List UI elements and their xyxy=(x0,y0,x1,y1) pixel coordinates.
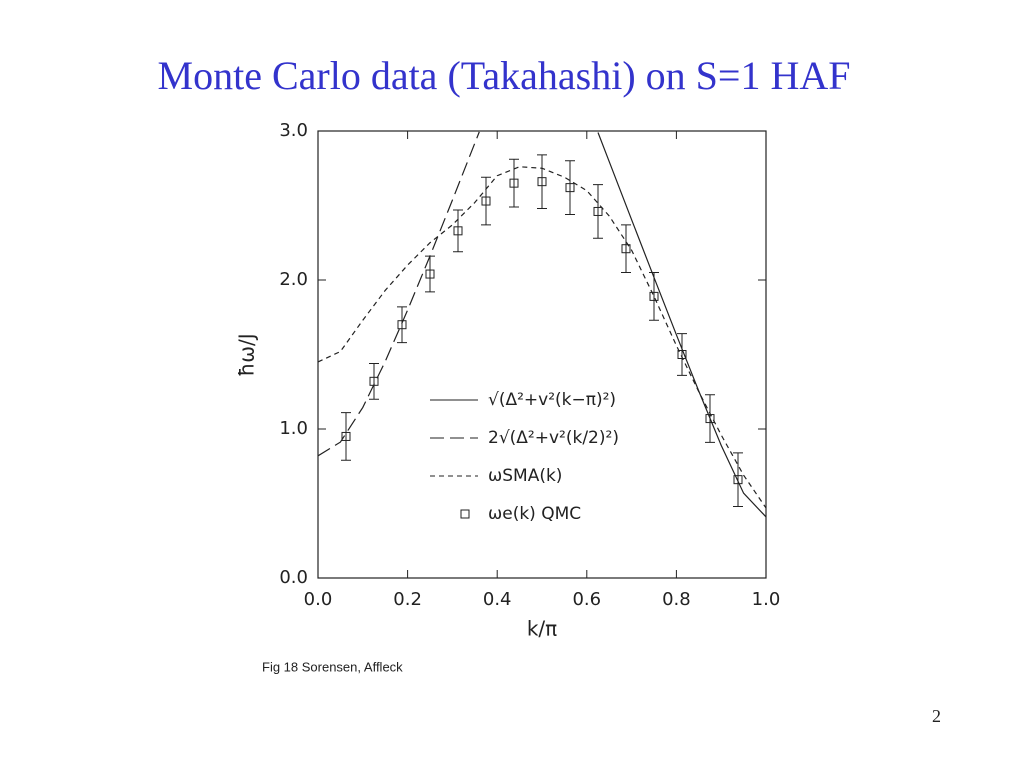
legend-label: 2√(Δ²+v²(k/2)²) xyxy=(488,428,619,448)
legend-marker xyxy=(460,509,470,519)
x-axis-label: k/π xyxy=(527,617,557,641)
data-point xyxy=(733,475,743,485)
curve xyxy=(318,131,480,457)
error-bar xyxy=(481,176,491,226)
legend-label: √(Δ²+v²(k−π)²) xyxy=(488,390,616,410)
x-tick-label: 0.2 xyxy=(393,589,422,610)
error-bar xyxy=(593,184,603,239)
y-axis-label: ħω/J xyxy=(235,333,259,376)
plot-frame xyxy=(317,130,767,579)
data-point xyxy=(537,177,547,187)
x-tick-label: 1.0 xyxy=(752,589,781,610)
data-point xyxy=(705,414,715,424)
error-bar xyxy=(509,158,519,208)
data-point xyxy=(341,431,351,441)
error-bar xyxy=(397,306,407,344)
legend-label: ωSMA(k) xyxy=(488,466,562,486)
y-tick-label: 1.0 xyxy=(279,418,308,439)
data-point xyxy=(621,244,631,254)
error-bar xyxy=(565,160,575,215)
data-point xyxy=(369,376,379,386)
error-bar xyxy=(649,272,659,321)
data-point xyxy=(397,320,407,330)
error-bar xyxy=(733,452,743,507)
x-tick-label: 0.4 xyxy=(483,589,512,610)
y-tick-label: 2.0 xyxy=(279,269,308,290)
y-tick-label: 0.0 xyxy=(279,567,308,588)
data-point xyxy=(565,183,575,193)
data-point xyxy=(649,291,659,301)
data-point xyxy=(453,226,463,236)
error-bar xyxy=(621,224,631,274)
x-tick-label: 0.8 xyxy=(662,589,691,610)
error-bar xyxy=(537,154,547,209)
page-number: 2 xyxy=(932,706,941,726)
legend-label: ωe(k) QMC xyxy=(488,504,581,524)
data-point xyxy=(509,178,519,188)
error-bar xyxy=(453,209,463,253)
error-bar xyxy=(677,333,687,376)
x-tick-label: 0.0 xyxy=(304,589,333,610)
slide-title: Monte Carlo data (Takahashi) on S=1 HAF xyxy=(158,53,851,98)
data-point xyxy=(425,269,435,279)
error-bar xyxy=(369,362,379,400)
curve xyxy=(318,166,766,509)
data-point xyxy=(677,350,687,359)
data-point xyxy=(481,196,491,206)
y-tick-label: 3.0 xyxy=(279,120,308,141)
error-bar xyxy=(341,412,351,461)
curve xyxy=(597,132,766,518)
x-tick-label: 0.6 xyxy=(572,589,601,610)
data-point xyxy=(593,206,603,216)
caption: Fig 18 Sorensen, Affleck xyxy=(262,659,403,674)
error-bar xyxy=(705,394,715,443)
error-bar xyxy=(425,255,435,293)
